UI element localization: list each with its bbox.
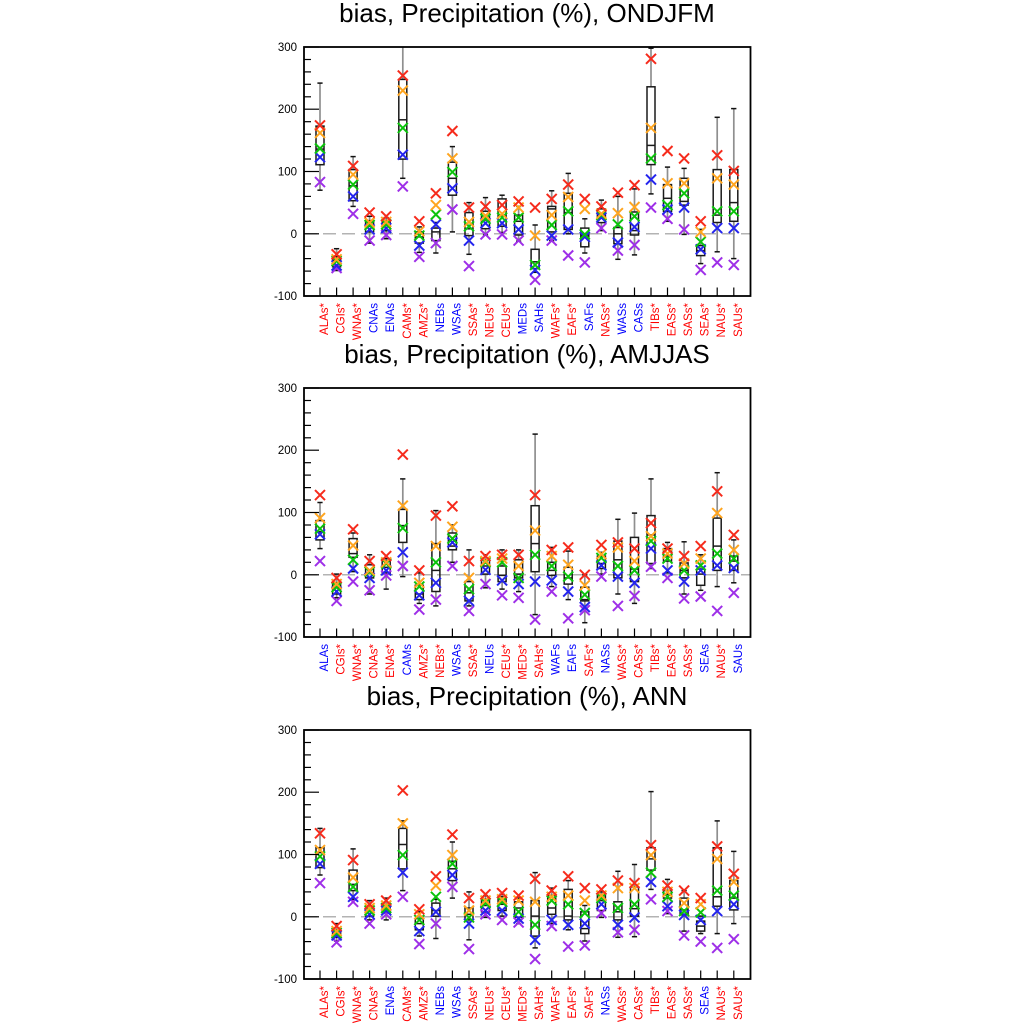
svg-text:CEUs*: CEUs* [501, 985, 513, 1020]
svg-text:CGIs*: CGIs* [336, 302, 348, 333]
svg-text:MEDs: MEDs [518, 303, 530, 335]
svg-text:200: 200 [278, 445, 297, 457]
svg-text:NEBs: NEBs [435, 303, 447, 333]
svg-text:TIBs*: TIBs* [650, 302, 662, 331]
svg-text:SASs*: SASs* [683, 643, 695, 677]
svg-text:WAFs*: WAFs* [551, 985, 563, 1021]
svg-text:AMZs*: AMZs* [418, 985, 430, 1020]
svg-text:EASs*: EASs* [667, 302, 679, 336]
svg-text:WAFs*: WAFs* [551, 302, 563, 338]
svg-text:-100: -100 [274, 632, 297, 644]
svg-text:CEUs*: CEUs* [501, 643, 513, 678]
svg-text:WSAs: WSAs [451, 644, 463, 676]
svg-text:SAHs*: SAHs* [534, 643, 546, 677]
svg-text:WNAs*: WNAs* [352, 643, 364, 681]
svg-text:NASs: NASs [600, 644, 612, 674]
svg-text:CAMs*: CAMs* [402, 985, 414, 1021]
svg-text:EAFs*: EAFs* [567, 302, 579, 335]
svg-text:MEDs*: MEDs* [518, 643, 530, 679]
svg-text:NAUs*: NAUs* [716, 302, 728, 337]
svg-text:TIBs*: TIBs* [650, 985, 662, 1014]
svg-text:bias, Precipitation (%), AMJJA: bias, Precipitation (%), AMJJAS [344, 339, 710, 369]
svg-text:NAUs*: NAUs* [716, 643, 728, 678]
svg-text:100: 100 [278, 850, 297, 862]
svg-text:NASs: NASs [600, 986, 612, 1016]
svg-text:SSAs*: SSAs* [468, 643, 480, 677]
svg-text:100: 100 [278, 508, 297, 520]
svg-text:ENAs*: ENAs* [385, 643, 397, 677]
svg-text:CASs*: CASs* [634, 985, 646, 1019]
svg-text:CGIs*: CGIs* [336, 643, 348, 674]
svg-text:300: 300 [278, 725, 297, 737]
svg-text:ENAs: ENAs [385, 986, 397, 1016]
svg-text:CAMs*: CAMs* [402, 302, 414, 338]
svg-text:NASs*: NASs* [600, 302, 612, 336]
svg-text:SEAs*: SEAs* [700, 302, 712, 336]
svg-text:bias, Precipitation (%), ANN: bias, Precipitation (%), ANN [367, 681, 688, 711]
svg-text:NEUs: NEUs [485, 644, 497, 674]
svg-text:CGIs*: CGIs* [336, 985, 348, 1016]
svg-text:EAFs*: EAFs* [567, 985, 579, 1018]
svg-text:300: 300 [278, 383, 297, 395]
svg-text:SAFs: SAFs [584, 303, 596, 331]
svg-text:AMZs*: AMZs* [418, 302, 430, 337]
svg-text:WNAs*: WNAs* [352, 985, 364, 1023]
svg-text:SAFs*: SAFs* [584, 643, 596, 676]
svg-text:300: 300 [278, 42, 297, 54]
svg-text:SEAs: SEAs [700, 986, 712, 1015]
svg-text:WASs*: WASs* [617, 643, 629, 680]
svg-text:ALAs*: ALAs* [319, 302, 331, 334]
svg-text:CASs*: CASs* [634, 643, 646, 677]
svg-text:SAUs*: SAUs* [733, 985, 745, 1019]
svg-text:WNAs*: WNAs* [352, 302, 364, 340]
svg-text:SAFs*: SAFs* [584, 985, 596, 1018]
svg-text:-100: -100 [274, 974, 297, 986]
svg-text:SAHs*: SAHs* [534, 985, 546, 1019]
svg-text:CASs: CASs [634, 303, 646, 333]
svg-text:SASs*: SASs* [683, 985, 695, 1019]
svg-text:NEBs*: NEBs* [435, 643, 447, 677]
svg-text:SSAs*: SSAs* [468, 302, 480, 336]
svg-text:CNAs: CNAs [369, 303, 381, 333]
svg-text:EASs*: EASs* [667, 643, 679, 677]
svg-text:WASs*: WASs* [617, 985, 629, 1022]
svg-text:TIBs*: TIBs* [650, 643, 662, 672]
svg-text:EASs*: EASs* [667, 985, 679, 1019]
svg-text:0: 0 [291, 912, 297, 924]
svg-text:EAFs: EAFs [567, 644, 579, 672]
svg-text:CNAs*: CNAs* [369, 643, 381, 678]
svg-text:CEUs*: CEUs* [501, 302, 513, 337]
svg-text:SAUs: SAUs [733, 644, 745, 674]
svg-text:NEUs*: NEUs* [485, 302, 497, 337]
svg-text:100: 100 [278, 167, 297, 179]
svg-text:WSAs: WSAs [451, 303, 463, 335]
svg-text:WASs: WASs [617, 303, 629, 335]
svg-text:0: 0 [291, 229, 297, 241]
svg-text:0: 0 [291, 570, 297, 582]
svg-text:200: 200 [278, 787, 297, 799]
svg-text:200: 200 [278, 104, 297, 116]
svg-text:SSAs*: SSAs* [468, 985, 480, 1019]
svg-text:ENAs: ENAs [385, 303, 397, 333]
svg-text:ALAs: ALAs [319, 644, 331, 672]
svg-text:bias, Precipitation (%), ONDJF: bias, Precipitation (%), ONDJFM [339, 0, 715, 28]
svg-text:SAUs*: SAUs* [733, 302, 745, 336]
svg-text:CAMs: CAMs [402, 644, 414, 676]
svg-text:CNAs*: CNAs* [369, 985, 381, 1020]
svg-text:WAFs: WAFs [551, 644, 563, 675]
svg-text:SEAs: SEAs [700, 644, 712, 673]
svg-text:ALAs*: ALAs* [319, 985, 331, 1017]
svg-text:MEDs*: MEDs* [518, 985, 530, 1021]
svg-text:SASs*: SASs* [683, 302, 695, 336]
svg-text:SAHs: SAHs [534, 303, 546, 333]
svg-text:WSAs: WSAs [451, 986, 463, 1018]
svg-text:AMZs*: AMZs* [418, 643, 430, 678]
svg-text:NEBs: NEBs [435, 986, 447, 1016]
svg-text:NAUs*: NAUs* [716, 985, 728, 1020]
svg-text:NEUs*: NEUs* [485, 985, 497, 1020]
svg-text:-100: -100 [274, 291, 297, 303]
